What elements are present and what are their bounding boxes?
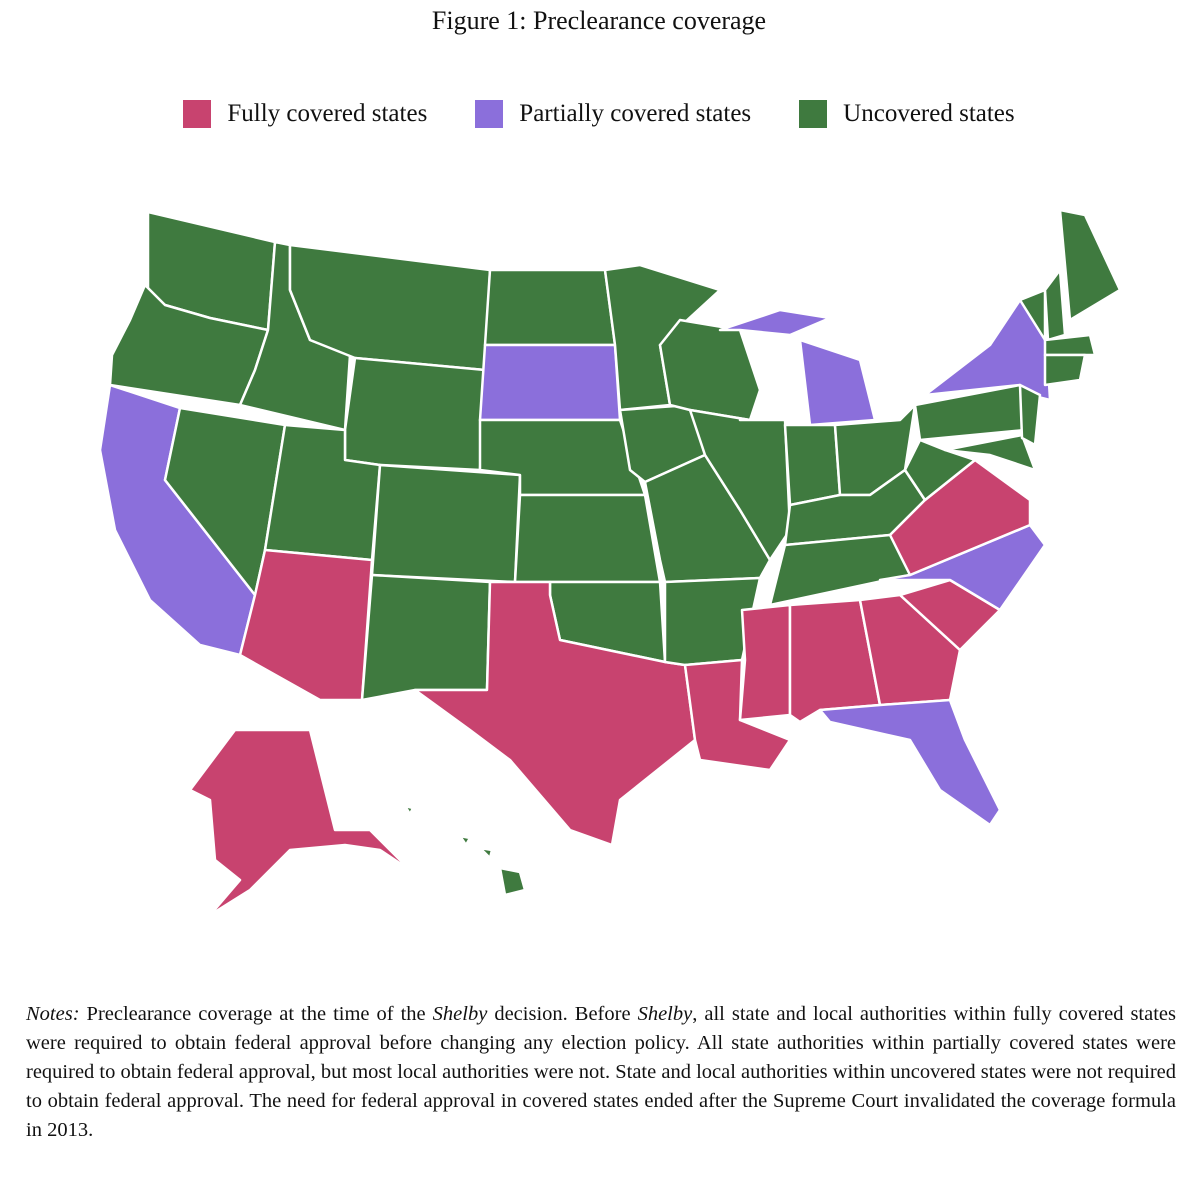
notes-label: Notes: (26, 1003, 80, 1025)
notes: Notes: Preclearance coverage at the time… (26, 1000, 1176, 1145)
figure-title: Figure 1: Preclearance coverage (431, 6, 767, 35)
state (1018, 383, 1042, 447)
state (1043, 268, 1067, 342)
legend-label: Uncovered states (843, 100, 1015, 127)
state (478, 343, 622, 422)
legend-swatch (183, 100, 212, 128)
state (683, 658, 792, 772)
state (188, 728, 412, 917)
case-name: Shelby (432, 1003, 488, 1025)
state (798, 338, 877, 427)
notes-text: Preclearance coverage at the time of the (79, 1003, 433, 1025)
state (783, 423, 842, 507)
legend-swatch (799, 100, 828, 128)
state (343, 356, 487, 472)
legend-label: Fully covered states (227, 100, 428, 127)
state (658, 318, 762, 422)
state (513, 493, 662, 584)
notes-text: , all state and local authorities within… (26, 1003, 1176, 1141)
state (370, 463, 522, 584)
state (1018, 288, 1047, 342)
notes-text: decision. Before (487, 1003, 638, 1025)
legend-label: Partially covered states (519, 100, 752, 127)
state (498, 866, 527, 897)
state (738, 603, 792, 722)
state (360, 573, 492, 702)
state (483, 268, 617, 347)
state (1043, 333, 1097, 357)
us-map (98, 208, 1122, 917)
state (1058, 208, 1122, 322)
states (98, 208, 1122, 917)
legend-swatch (475, 100, 504, 128)
state (403, 804, 415, 816)
legend: Fully covered states Partially covered s… (0, 100, 1198, 128)
state (943, 433, 1037, 472)
state (478, 846, 494, 860)
state (458, 834, 472, 847)
state (818, 698, 1002, 827)
state (413, 580, 697, 847)
state (858, 593, 962, 707)
legend-item: Uncovered states (799, 100, 1015, 128)
state (238, 548, 374, 702)
state (903, 438, 977, 502)
legend-item: Partially covered states (475, 100, 751, 128)
case-name: Shelby (637, 1003, 693, 1025)
state (1043, 353, 1087, 387)
legend-item: Fully covered states (183, 100, 427, 128)
state (718, 308, 832, 337)
